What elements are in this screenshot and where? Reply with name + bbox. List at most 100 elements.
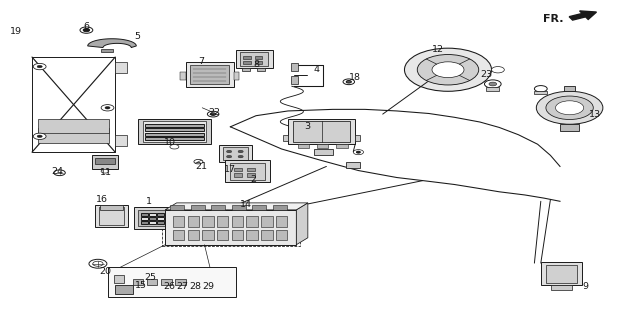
Circle shape [105,107,110,109]
Bar [149,217,156,220]
Bar [211,205,225,210]
Bar [240,52,268,66]
Bar [276,216,287,227]
Bar [276,230,287,240]
Bar [217,230,228,240]
Text: 21: 21 [196,162,207,171]
Bar [134,207,172,229]
Bar [243,61,251,64]
Text: 16: 16 [97,195,108,204]
Circle shape [33,63,46,70]
Bar [236,50,273,68]
Bar [257,68,265,71]
Circle shape [484,80,501,88]
Bar [145,137,204,140]
Bar [551,285,572,290]
Bar [173,230,184,240]
Bar [230,163,265,180]
Bar [317,144,328,148]
Bar [291,63,298,71]
Bar [99,207,124,225]
Bar [149,221,156,224]
Text: 12: 12 [433,45,444,54]
Bar [115,285,133,294]
Bar [170,205,184,210]
Bar [234,168,242,171]
Text: 2: 2 [250,175,256,184]
Bar [188,230,199,240]
Bar [246,216,258,227]
Circle shape [33,133,46,139]
Bar [162,208,300,246]
Bar [273,205,287,210]
Circle shape [489,82,497,86]
Bar [564,86,575,91]
Bar [298,144,309,148]
Bar [234,72,239,80]
Bar [157,213,164,216]
Circle shape [238,150,243,153]
Text: 5: 5 [134,32,141,41]
Text: FR.: FR. [543,14,563,24]
Bar [133,279,143,285]
Bar [145,124,204,127]
Circle shape [136,283,146,288]
Circle shape [417,55,479,85]
Polygon shape [88,39,136,48]
Circle shape [89,259,107,268]
Bar [157,217,164,220]
Circle shape [346,81,351,83]
Bar [336,144,348,148]
Bar [100,205,123,210]
Bar [114,275,124,283]
Circle shape [238,155,243,158]
Text: 11: 11 [100,168,111,177]
Circle shape [93,261,103,266]
Bar [261,230,273,240]
Bar [560,124,579,131]
Bar [115,135,127,146]
Bar [252,205,266,210]
Polygon shape [165,203,308,210]
Bar [534,91,547,94]
Circle shape [227,150,232,153]
Bar [32,57,115,152]
Circle shape [536,91,603,124]
Circle shape [54,170,65,176]
Circle shape [404,48,492,91]
Bar [242,68,250,71]
Bar [191,205,205,210]
Bar [246,230,258,240]
Circle shape [80,27,93,33]
Circle shape [194,159,203,164]
Bar [283,135,288,141]
Bar [141,221,148,224]
Circle shape [211,113,216,115]
FancyArrow shape [569,11,596,20]
Bar [541,262,582,285]
Text: 18: 18 [349,73,361,82]
Text: 23: 23 [481,70,492,79]
Text: 20: 20 [100,267,111,275]
Bar [225,160,270,182]
Text: 4: 4 [314,65,320,74]
Bar [261,216,273,227]
Text: 24: 24 [52,167,63,176]
Circle shape [37,135,42,138]
Text: 27: 27 [177,282,188,291]
Bar [232,205,246,210]
Bar [180,72,186,80]
Bar [141,217,148,220]
Text: 29: 29 [202,282,214,291]
Bar [190,65,229,84]
Text: 25: 25 [145,273,156,282]
Bar [138,210,168,226]
Text: 9: 9 [582,282,589,291]
Bar [115,62,127,73]
Bar [145,128,204,131]
Bar [202,216,214,227]
Bar [255,61,262,64]
Text: 7: 7 [198,57,205,66]
Text: 22: 22 [209,108,220,117]
Circle shape [83,29,90,32]
